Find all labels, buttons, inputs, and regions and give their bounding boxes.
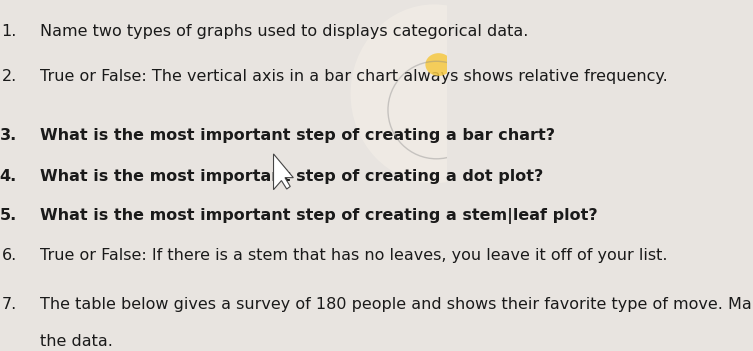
- Text: 3.: 3.: [0, 128, 17, 143]
- Text: 6.: 6.: [2, 248, 17, 263]
- Text: 7.: 7.: [2, 297, 17, 312]
- Text: 5.: 5.: [0, 208, 17, 223]
- Text: the data.: the data.: [40, 334, 113, 349]
- Text: What is the most important step of creating a stem|leaf plot?: What is the most important step of creat…: [40, 208, 598, 224]
- Text: Name two types of graphs used to displays categorical data.: Name two types of graphs used to display…: [40, 24, 529, 39]
- Text: 1.: 1.: [2, 24, 17, 39]
- Text: 2.: 2.: [2, 69, 17, 84]
- Text: What is the most important step of creating a dot plot?: What is the most important step of creat…: [40, 168, 544, 184]
- Polygon shape: [273, 154, 294, 190]
- Ellipse shape: [425, 53, 452, 76]
- Text: True or False: If there is a stem that has no leaves, you leave it off of your l: True or False: If there is a stem that h…: [40, 248, 668, 263]
- Text: 4.: 4.: [0, 168, 17, 184]
- Text: What is the most important step of creating a bar chart?: What is the most important step of creat…: [40, 128, 555, 143]
- Text: The table below gives a survey of 180 people and shows their favorite type of mo: The table below gives a survey of 180 pe…: [40, 297, 753, 312]
- Text: True or False: The vertical axis in a bar chart always shows relative frequency.: True or False: The vertical axis in a ba…: [40, 69, 668, 84]
- Ellipse shape: [351, 5, 518, 183]
